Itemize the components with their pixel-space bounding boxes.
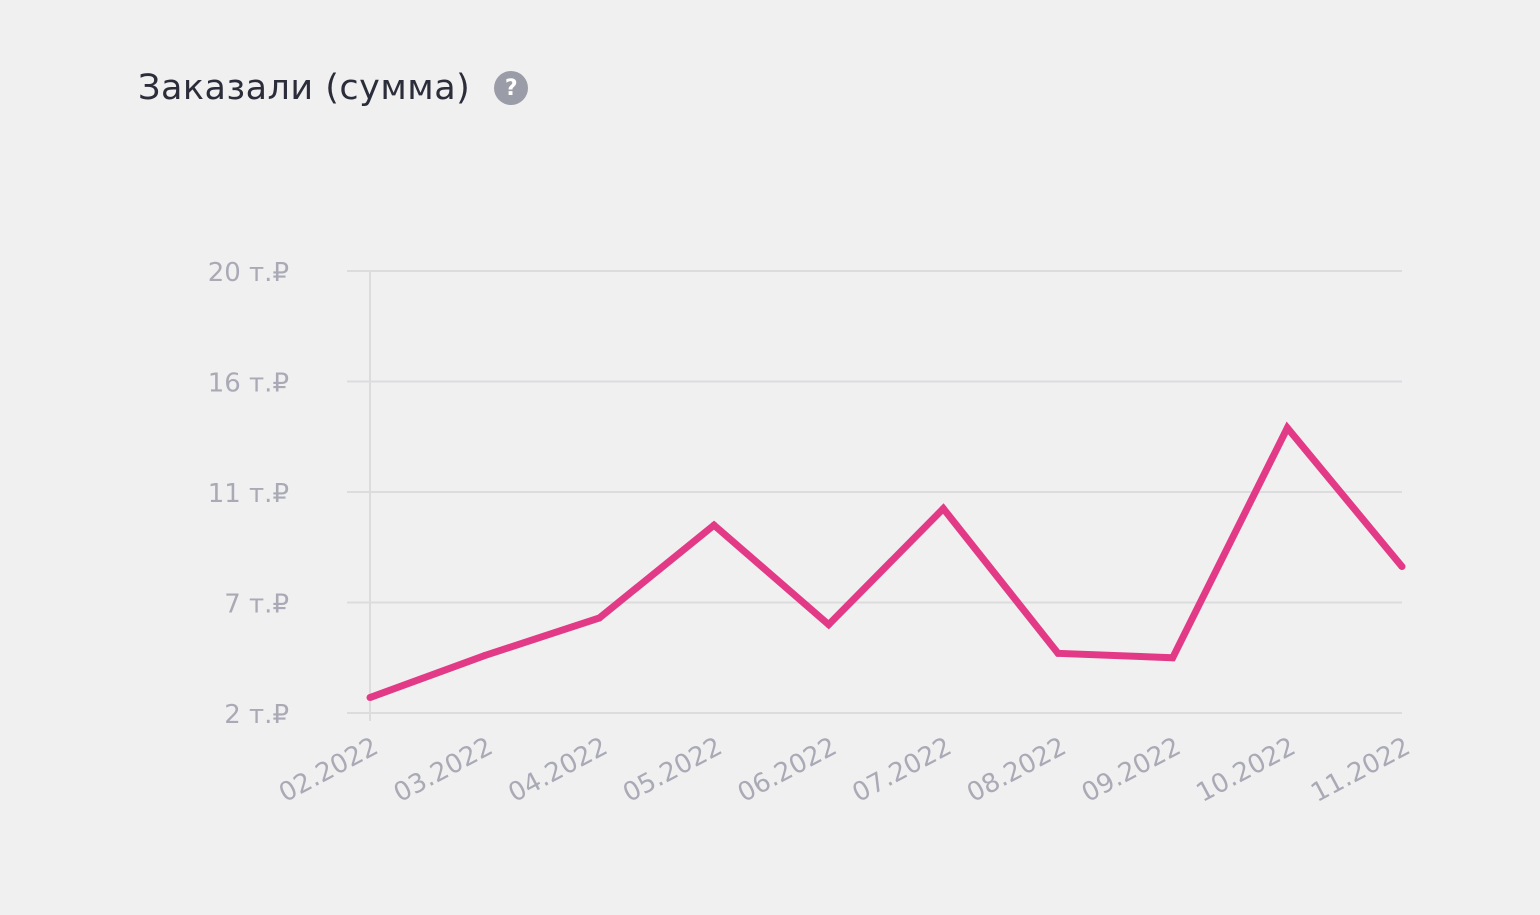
x-tick-label: 03.2022 [389, 732, 498, 809]
data-point[interactable] [710, 521, 718, 529]
data-point[interactable] [1283, 424, 1291, 432]
series-line [368, 421, 1405, 701]
x-tick-label: 11.2022 [1306, 732, 1415, 809]
x-tick-label: 06.2022 [733, 732, 842, 809]
y-tick-label: 11 т.₽ [208, 479, 289, 509]
data-point[interactable] [366, 694, 374, 702]
y-axis: 2 т.₽ 7 т.₽ 11 т.₽ 16 т.₽ 20 т.₽ [208, 258, 289, 730]
x-tick-label: 09.2022 [1077, 732, 1186, 809]
data-point[interactable] [825, 621, 833, 629]
x-tick-label: 02.2022 [274, 732, 383, 809]
data-point[interactable] [1169, 654, 1177, 662]
y-tick-label: 16 т.₽ [208, 369, 289, 399]
y-tick-label: 2 т.₽ [224, 700, 289, 730]
data-point[interactable] [939, 505, 947, 513]
x-axis: 02.2022 03.2022 04.2022 05.2022 06.2022 07.20… [274, 732, 1415, 809]
y-tick-label: 7 т.₽ [224, 590, 289, 620]
data-point[interactable] [595, 614, 603, 622]
x-tick-label: 07.2022 [848, 732, 957, 809]
grid-lines [347, 270, 1402, 721]
series-layer [366, 421, 1406, 702]
data-point[interactable] [481, 652, 489, 660]
help-icon[interactable]: ? [494, 71, 529, 105]
data-point[interactable] [1054, 649, 1062, 657]
chart-header: Заказали (сумма) ? [138, 62, 529, 114]
y-tick-label: 20 т.₽ [208, 258, 289, 288]
x-tick-label: 05.2022 [618, 732, 727, 809]
x-tick-label: 08.2022 [962, 732, 1071, 809]
x-tick-label: 04.2022 [504, 732, 613, 809]
x-tick-label: 10.2022 [1192, 732, 1301, 809]
chart-title: Заказали (сумма) [138, 68, 471, 108]
data-point[interactable] [1398, 563, 1406, 571]
